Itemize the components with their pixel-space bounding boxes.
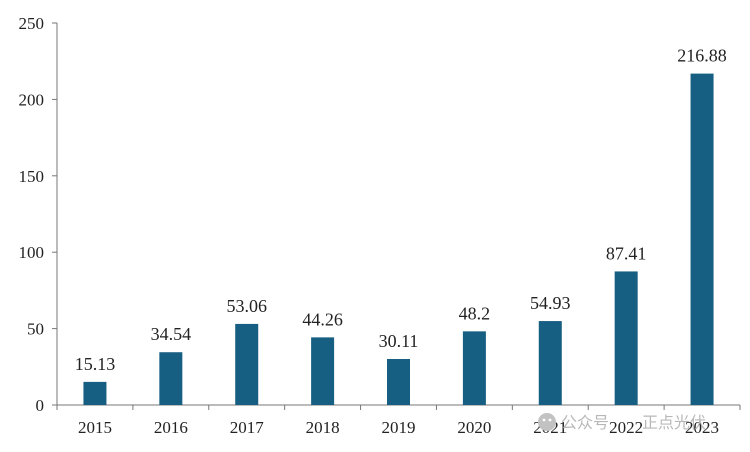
y-tick-label: 200 xyxy=(19,90,45,109)
y-tick-label: 0 xyxy=(36,396,45,415)
data-label-2016: 34.54 xyxy=(151,324,192,344)
bar-2019 xyxy=(387,358,410,405)
bar-2017 xyxy=(235,323,259,405)
watermark: 公众号 正点光伏 xyxy=(538,413,706,432)
watermark-text-left: 公众号 xyxy=(561,413,609,432)
x-tick-label-2017: 2017 xyxy=(230,418,265,437)
data-label-2020: 48.2 xyxy=(459,303,491,323)
bar-2021 xyxy=(538,321,562,405)
x-tick-label-2015: 2015 xyxy=(78,418,112,437)
x-tick-label-2016: 2016 xyxy=(154,418,188,437)
x-tick-label-2022: 2022 xyxy=(609,418,643,437)
y-tick-label: 250 xyxy=(19,14,45,33)
bar-2022 xyxy=(614,271,638,405)
x-tick-label-2023: 2023 xyxy=(685,418,719,437)
bar-2020 xyxy=(462,331,486,405)
bar-2016 xyxy=(159,352,183,405)
x-axis: 201520162017201820192020202120222023 xyxy=(56,404,741,437)
data-labels: 15.13 34.54 53.06 44.26 30.11 48.2 54.93 87.41 2… xyxy=(75,46,727,374)
y-tick-label: 50 xyxy=(27,320,44,339)
data-label-2017: 53.06 xyxy=(226,296,267,316)
wechat-icon xyxy=(538,413,556,431)
data-label-2022: 87.41 xyxy=(606,243,647,263)
x-tick-label-2018: 2018 xyxy=(306,418,340,437)
bar-2018 xyxy=(311,337,335,405)
y-tick-label: 150 xyxy=(19,167,45,186)
bar-2015 xyxy=(83,381,107,405)
x-tick-label-2019: 2019 xyxy=(382,418,416,437)
watermark-text-right: 正点光伏 xyxy=(642,413,706,432)
data-label-2023: 216.88 xyxy=(677,46,727,66)
data-label-2015: 15.13 xyxy=(75,354,116,374)
bar-2023 xyxy=(690,73,714,405)
x-tick-label-2020: 2020 xyxy=(457,418,491,437)
data-label-2021: 54.93 xyxy=(530,293,571,313)
data-label-2019: 30.11 xyxy=(379,331,419,351)
y-tick-label: 100 xyxy=(19,243,45,262)
y-axis: 0 50 100 150 200 250 xyxy=(19,14,58,415)
data-label-2018: 44.26 xyxy=(302,309,343,329)
bars xyxy=(83,73,714,405)
